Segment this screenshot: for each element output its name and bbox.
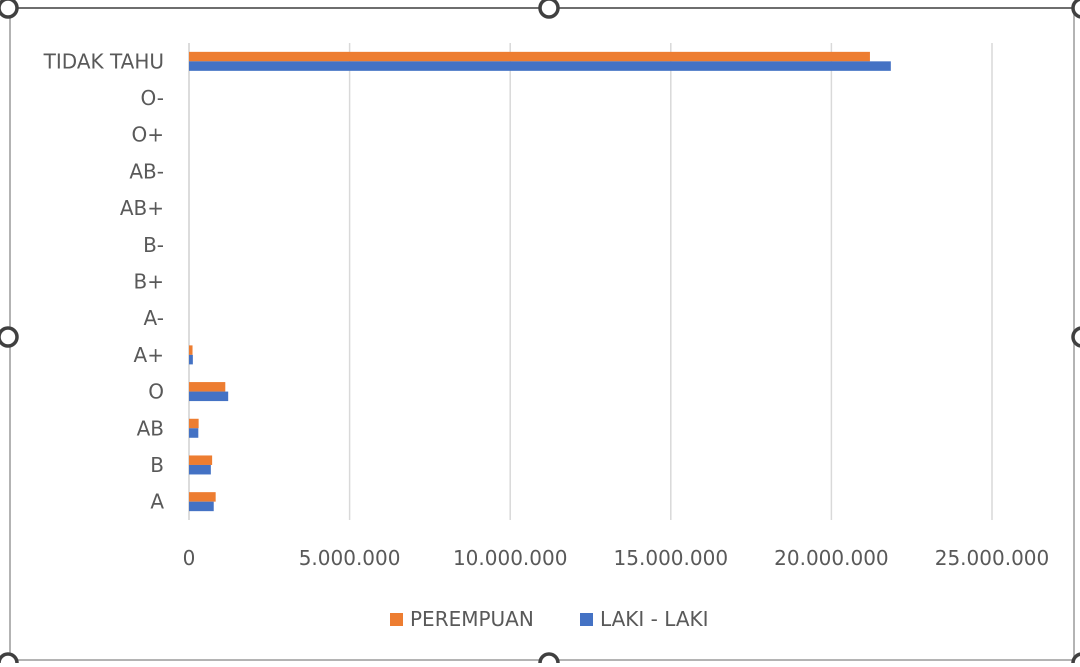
bar-perempuan[interactable] [189, 345, 193, 355]
x-tick-label: 0 [183, 546, 196, 570]
resize-handle-top-right[interactable] [1071, 0, 1080, 19]
bar-laki-laki[interactable] [189, 391, 229, 402]
resize-handle-left[interactable] [0, 326, 19, 348]
x-tick-label: 10.000.000 [453, 546, 568, 570]
legend-swatch-perempuan [390, 613, 403, 626]
gridlines [188, 43, 993, 520]
bar-laki-laki[interactable] [189, 428, 199, 438]
category-label: A [150, 490, 164, 514]
bar-laki-laki[interactable] [189, 61, 891, 71]
category-label: B- [143, 233, 164, 257]
legend-swatch-laki-laki [580, 613, 593, 626]
bar-perempuan[interactable] [189, 418, 199, 429]
x-tick-label: 15.000.000 [614, 546, 729, 570]
bar-laki-laki[interactable] [189, 354, 193, 365]
category-label: AB [137, 416, 164, 440]
x-tick-labels: 0 5.000.000 10.000.000 15.000.000 20.000.000… [183, 546, 1050, 570]
resize-handle-right[interactable] [1071, 326, 1080, 348]
category-label: A+ [134, 343, 164, 367]
resize-handle-top[interactable] [538, 0, 560, 19]
category-label: O+ [132, 123, 165, 147]
resize-handle-bottom[interactable] [538, 652, 560, 667]
category-labels: AB AB O A+ A- B+ B- AB+ AB- O+ O- TIDAK TAHU [43, 49, 165, 513]
category-label: AB- [129, 159, 164, 183]
resize-handle-bottom-left[interactable] [0, 652, 19, 667]
bar-perempuan[interactable] [189, 492, 216, 502]
bar-perempuan[interactable] [189, 455, 213, 465]
category-label: O- [140, 86, 164, 110]
category-label: A- [144, 306, 164, 330]
legend: PEREMPUAN LAKI - LAKI [390, 607, 709, 631]
category-label: TIDAK TAHU [43, 49, 164, 73]
legend-label-laki-laki: LAKI - LAKI [600, 607, 709, 631]
bars [189, 51, 891, 512]
bar-laki-laki[interactable] [189, 464, 211, 475]
bar-laki-laki[interactable] [189, 501, 214, 512]
x-tick-label: 5.000.000 [299, 546, 401, 570]
x-tick-label: 25.000.000 [935, 546, 1050, 570]
resize-handle-top-left[interactable] [0, 0, 19, 19]
category-label: B+ [134, 270, 164, 294]
legend-label-perempuan: PEREMPUAN [410, 607, 534, 631]
bar-perempuan[interactable] [189, 51, 870, 62]
x-tick-label: 20.000.000 [774, 546, 889, 570]
category-label: AB+ [120, 196, 164, 220]
category-label: O [148, 380, 164, 404]
bar-perempuan[interactable] [189, 382, 226, 392]
category-label: B [150, 453, 164, 477]
